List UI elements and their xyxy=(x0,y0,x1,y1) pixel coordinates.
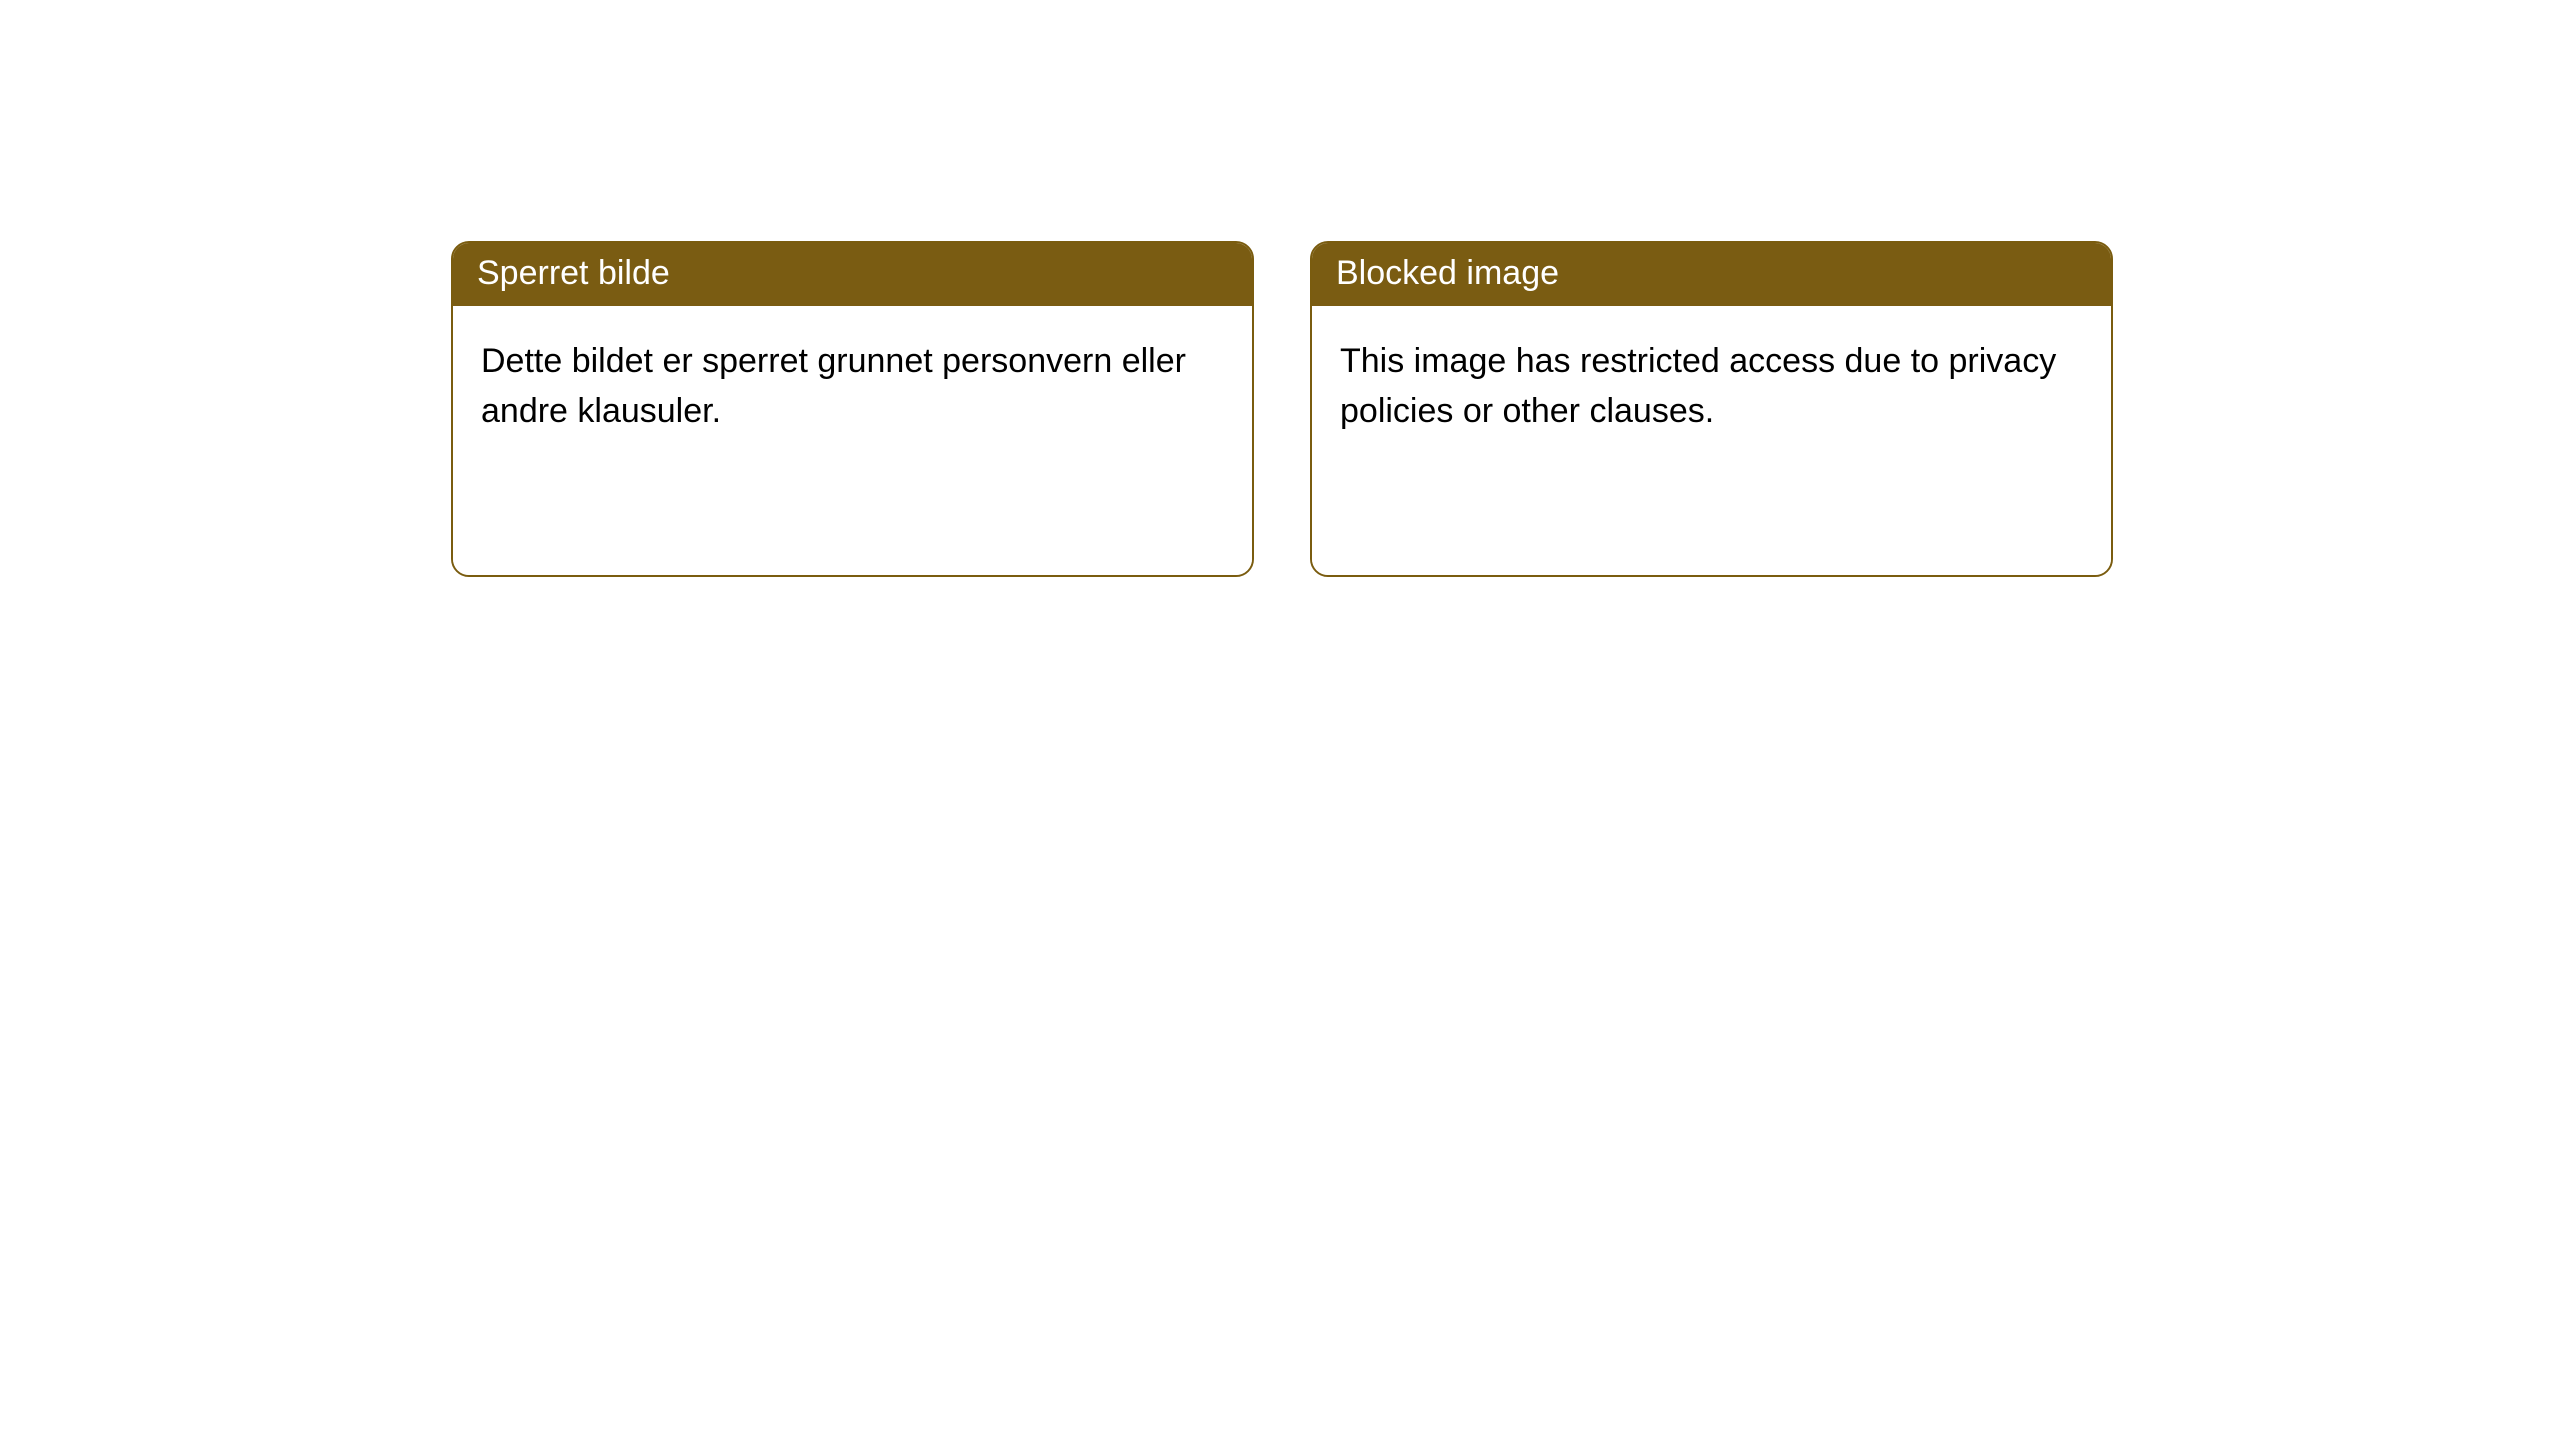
notice-card-en: Blocked image This image has restricted … xyxy=(1310,241,2113,577)
notice-card-body: Dette bildet er sperret grunnet personve… xyxy=(453,306,1252,575)
notice-card-title: Sperret bilde xyxy=(453,243,1252,306)
notice-card-body: This image has restricted access due to … xyxy=(1312,306,2111,575)
notice-card-title: Blocked image xyxy=(1312,243,2111,306)
notice-card-no: Sperret bilde Dette bildet er sperret gr… xyxy=(451,241,1254,577)
notice-container: Sperret bilde Dette bildet er sperret gr… xyxy=(0,0,2560,577)
